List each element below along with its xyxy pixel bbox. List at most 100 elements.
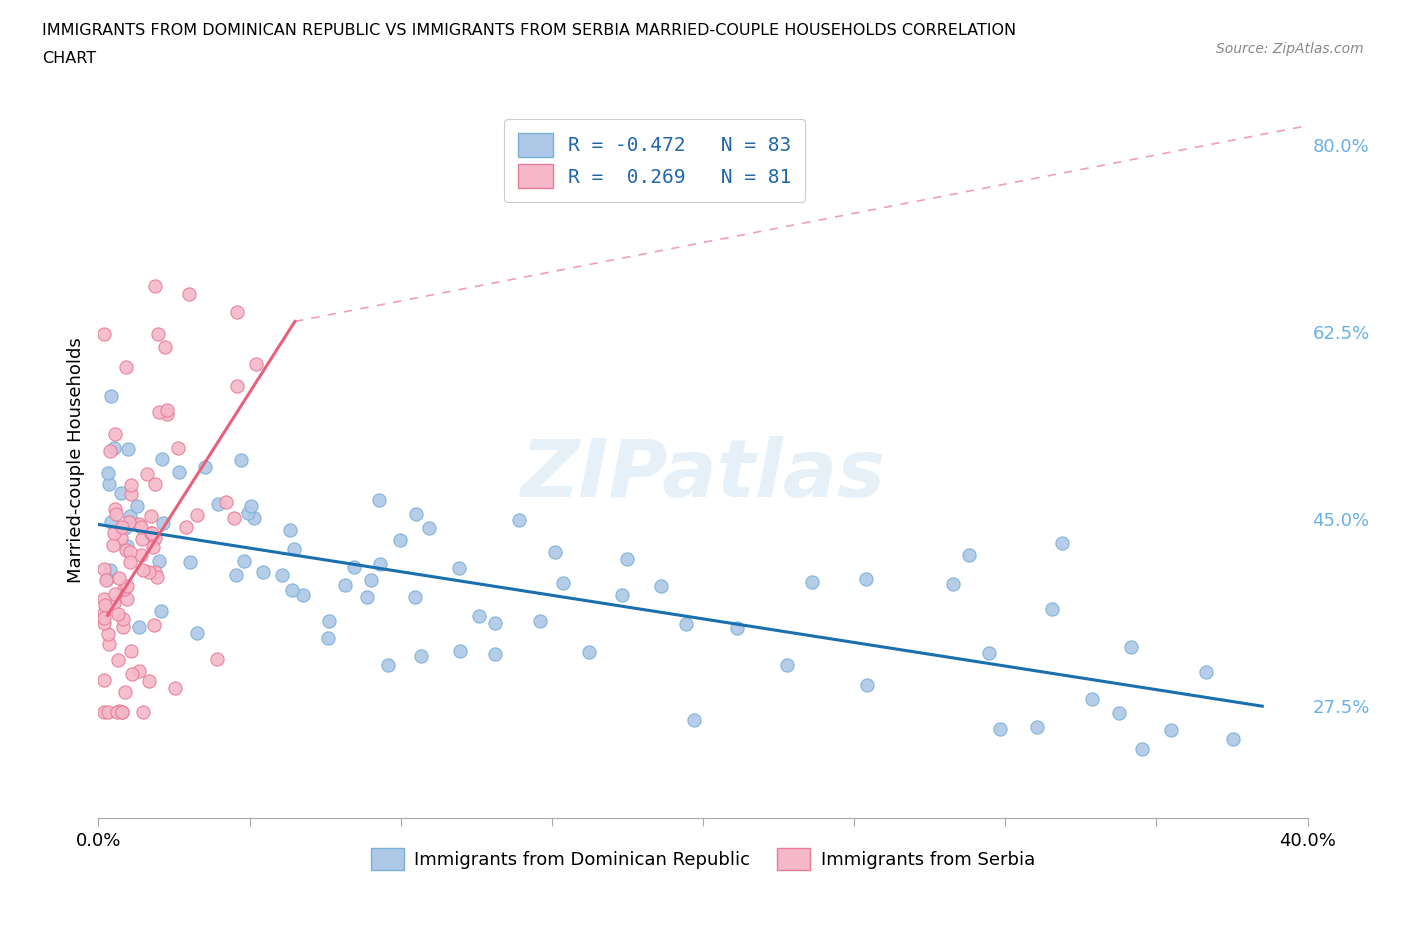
Point [93,616,115,631]
Point [449,644,471,658]
Point [236,505,259,520]
Point [98,637,121,652]
Point [1160,722,1182,737]
Point [115,578,138,593]
Point [388,533,411,548]
Point [979,645,1001,660]
Point [316,631,339,645]
Point [97,465,120,480]
Point [128,619,150,634]
Point [100,514,122,529]
Point [233,554,256,569]
Point [93,610,115,625]
Point [148,553,170,568]
Point [370,556,392,571]
Point [105,704,128,719]
Point [120,477,142,492]
Point [114,359,136,374]
Point [252,565,274,579]
Text: ZIPatlas: ZIPatlas [520,435,886,513]
Point [205,651,228,666]
Point [156,403,179,418]
Point [152,515,174,530]
Point [650,578,672,593]
Point [143,565,166,579]
Point [377,658,399,672]
Point [139,509,162,524]
Point [367,493,389,508]
Point [143,618,166,633]
Point [1195,665,1218,680]
Point [186,508,208,523]
Point [117,442,139,457]
Point [271,567,294,582]
Point [153,339,176,354]
Point [97,477,120,492]
Point [114,520,136,535]
Point [174,520,197,535]
Text: Source: ZipAtlas.com: Source: ZipAtlas.com [1216,42,1364,56]
Point [108,571,131,586]
Point [278,523,301,538]
Point [405,506,427,521]
Point [318,614,340,629]
Point [118,544,141,559]
Point [111,704,134,719]
Point [150,451,173,466]
Point [1108,706,1130,721]
Point [111,704,134,719]
Point [138,673,160,688]
Point [103,441,125,456]
Point [675,616,697,631]
Point [404,590,426,604]
Point [231,453,253,468]
Point [136,467,159,482]
Point [148,405,170,419]
Point [801,575,824,590]
Point [143,279,166,294]
Point [93,327,115,342]
Point [96,572,118,587]
Point [115,543,138,558]
Point [411,648,433,663]
Point [110,485,132,500]
Point [107,606,129,621]
Point [447,561,470,576]
Point [93,591,115,606]
Point [107,653,129,668]
Point [110,531,132,546]
Point [245,356,267,371]
Point [179,554,201,569]
Point [1081,691,1104,706]
Point [150,604,173,618]
Point [1119,639,1142,654]
Point [115,538,138,553]
Point [616,551,638,566]
Point [141,525,163,540]
Point [97,704,120,719]
Point [115,591,138,606]
Point [112,581,135,596]
Text: CHART: CHART [42,51,96,66]
Point [225,567,247,582]
Point [1130,741,1153,756]
Point [156,407,179,422]
Point [111,519,134,534]
Point [93,606,115,621]
Point [529,614,551,629]
Point [96,627,118,642]
Point [551,576,574,591]
Point [103,525,125,540]
Point [418,520,440,535]
Point [146,326,169,341]
Point [138,565,160,579]
Point [166,440,188,455]
Point [725,620,748,635]
Point [942,577,965,591]
Point [118,554,141,569]
Point [118,514,141,529]
Point [131,704,153,719]
Point [610,588,633,603]
Point [194,459,217,474]
Point [129,548,152,563]
